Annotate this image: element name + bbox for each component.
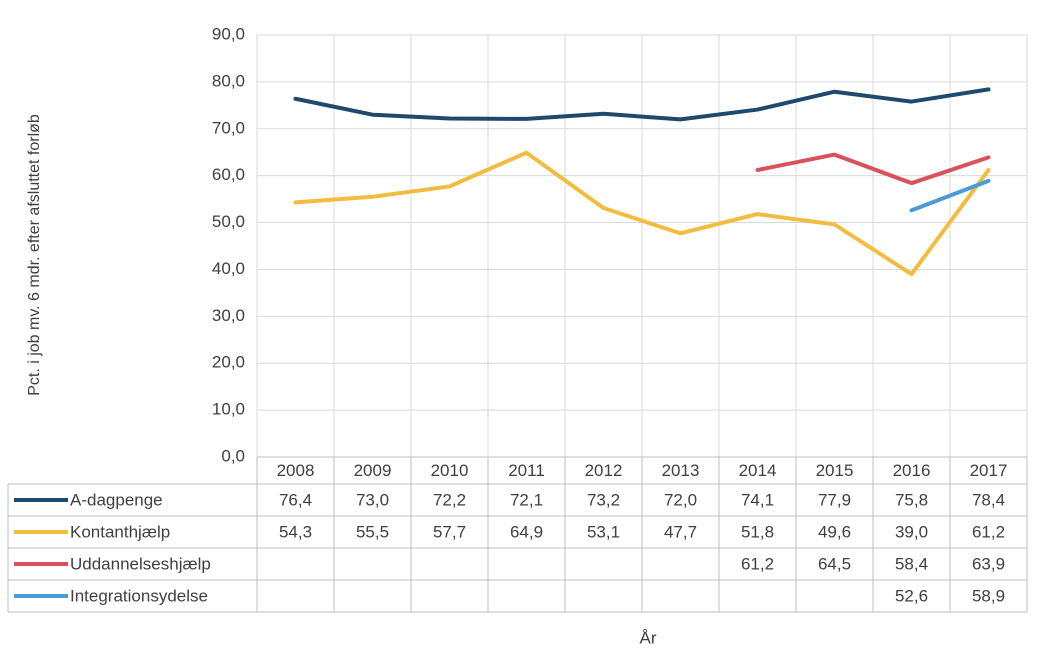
legend-label: Kontanthjælp bbox=[70, 522, 170, 541]
y-tick-label: 60,0 bbox=[212, 165, 245, 184]
table-value: 75,8 bbox=[895, 490, 928, 509]
x-axis-label: År bbox=[640, 628, 657, 647]
table-value: 54,3 bbox=[279, 522, 312, 541]
table-value: 77,9 bbox=[818, 490, 851, 509]
y-tick-label: 40,0 bbox=[212, 259, 245, 278]
table-value: 72,1 bbox=[510, 490, 543, 509]
table-value: 49,6 bbox=[818, 522, 851, 541]
y-tick-label: 0,0 bbox=[221, 446, 245, 465]
table-value: 73,2 bbox=[587, 490, 620, 509]
series-line bbox=[909, 178, 991, 213]
table-value: 47,7 bbox=[664, 522, 697, 541]
table-value: 55,5 bbox=[356, 522, 389, 541]
table-value: 58,9 bbox=[972, 586, 1005, 605]
table-value: 39,0 bbox=[895, 522, 928, 541]
y-tick-label: 90,0 bbox=[212, 24, 245, 43]
y-tick-label: 80,0 bbox=[212, 71, 245, 90]
x-tick-label: 2013 bbox=[662, 461, 700, 480]
y-tick-label: 70,0 bbox=[212, 118, 245, 137]
series-line bbox=[293, 150, 991, 277]
x-tick-label: 2014 bbox=[739, 461, 777, 480]
legend-label: Uddannelseshjælp bbox=[70, 554, 211, 573]
series-line bbox=[293, 87, 991, 122]
y-tick-label: 30,0 bbox=[212, 306, 245, 325]
legend-label: Integrationsydelse bbox=[70, 586, 208, 605]
x-tick-label: 2008 bbox=[277, 461, 315, 480]
table-value: 64,5 bbox=[818, 554, 851, 573]
table-value: 63,9 bbox=[972, 554, 1005, 573]
table-value: 64,9 bbox=[510, 522, 543, 541]
table-value: 61,2 bbox=[972, 522, 1005, 541]
table-value: 53,1 bbox=[587, 522, 620, 541]
table-value: 51,8 bbox=[741, 522, 774, 541]
table-value: 76,4 bbox=[279, 490, 312, 509]
table-value: 78,4 bbox=[972, 490, 1005, 509]
y-tick-label: 50,0 bbox=[212, 212, 245, 231]
x-tick-label: 2010 bbox=[431, 461, 469, 480]
table-value: 52,6 bbox=[895, 586, 928, 605]
y-axis-label: Pct. i job mv. 6 mdr. efter afsluttet fo… bbox=[26, 114, 43, 396]
y-tick-label: 10,0 bbox=[212, 400, 245, 419]
legend-label: A-dagpenge bbox=[70, 490, 163, 509]
table-value: 72,0 bbox=[664, 490, 697, 509]
table-value: 73,0 bbox=[356, 490, 389, 509]
table-value: 72,2 bbox=[433, 490, 466, 509]
x-tick-label: 2011 bbox=[508, 461, 545, 480]
series-line bbox=[755, 152, 991, 186]
table-value: 61,2 bbox=[741, 554, 774, 573]
table-value: 74,1 bbox=[741, 490, 774, 509]
table-value: 57,7 bbox=[433, 522, 466, 541]
x-tick-label: 2009 bbox=[354, 461, 392, 480]
x-tick-label: 2015 bbox=[816, 461, 854, 480]
x-tick-label: 2012 bbox=[585, 461, 623, 480]
y-tick-label: 20,0 bbox=[212, 353, 245, 372]
x-tick-label: 2016 bbox=[893, 461, 931, 480]
table-value: 58,4 bbox=[895, 554, 928, 573]
x-tick-label: 2017 bbox=[970, 461, 1008, 480]
